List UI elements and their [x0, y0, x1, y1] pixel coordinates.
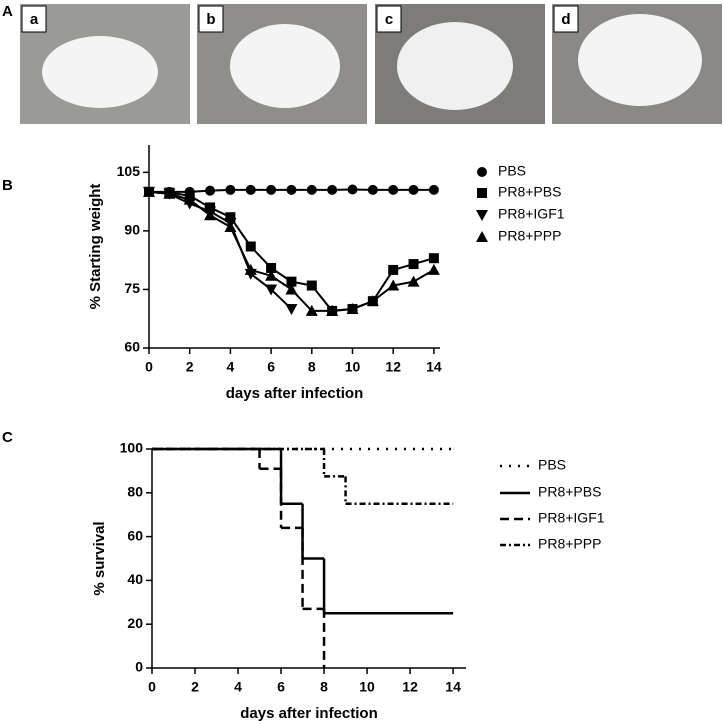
- y-tick-label: 80: [127, 484, 143, 500]
- marker: [266, 184, 277, 195]
- panel-label: B: [2, 177, 13, 194]
- x-axis-title: days after infection: [240, 705, 378, 722]
- mouse: [578, 14, 702, 106]
- photo-label-box: [376, 5, 402, 33]
- y-tick-label: 60: [124, 339, 140, 355]
- legend-label: PBS: [498, 163, 526, 179]
- y-tick-label: 40: [127, 571, 143, 587]
- marker: [367, 184, 378, 195]
- marker: [326, 304, 339, 316]
- legend-label: PR8+PPP: [498, 228, 561, 244]
- panel-label: C: [2, 429, 13, 446]
- marker: [265, 269, 278, 281]
- photo-label: d: [561, 11, 570, 28]
- legend-label: PR8+PBS: [498, 184, 561, 200]
- x-tick-label: 6: [277, 679, 285, 695]
- marker: [477, 188, 487, 198]
- mouse: [42, 36, 158, 108]
- marker: [306, 184, 317, 195]
- x-tick-label: 10: [345, 359, 361, 375]
- marker: [205, 185, 216, 196]
- x-tick-label: 10: [359, 679, 375, 695]
- marker: [163, 187, 176, 199]
- marker: [346, 302, 359, 314]
- marker: [306, 280, 317, 291]
- x-tick-label: 8: [320, 679, 328, 695]
- mouse: [230, 24, 340, 108]
- marker: [265, 284, 278, 296]
- photos: a b c d: [20, 4, 722, 124]
- x-tick-label: 2: [186, 359, 194, 375]
- marker: [244, 263, 257, 275]
- legend-label: PR8+PPP: [538, 536, 601, 552]
- marker: [476, 231, 488, 242]
- marker: [327, 184, 338, 195]
- photo-label: b: [206, 11, 215, 28]
- marker: [245, 184, 256, 195]
- marker: [428, 184, 439, 195]
- marker: [476, 210, 488, 221]
- y-axis-title: % Starting weight: [87, 184, 104, 310]
- marker: [477, 167, 487, 177]
- x-tick-label: 12: [385, 359, 401, 375]
- x-tick-label: 2: [191, 679, 199, 695]
- x-axis-title: days after infection: [226, 385, 364, 402]
- x-tick-label: 6: [267, 359, 275, 375]
- legend-label: PBS: [538, 457, 566, 473]
- marker: [408, 184, 419, 195]
- legend-label: PR8+IGF1: [498, 206, 565, 222]
- marker: [286, 276, 297, 287]
- y-tick-label: 0: [135, 659, 143, 675]
- marker: [366, 295, 379, 307]
- photo-label: a: [30, 11, 39, 28]
- x-tick-label: 12: [402, 679, 418, 695]
- marker: [143, 185, 155, 197]
- marker: [183, 193, 196, 205]
- marker: [408, 259, 419, 270]
- legend-label: PR8+IGF1: [538, 510, 605, 526]
- marker: [225, 184, 236, 195]
- marker: [428, 253, 439, 264]
- marker: [427, 263, 440, 275]
- marker: [305, 304, 318, 316]
- y-axis-title: % survival: [91, 521, 108, 595]
- marker: [224, 220, 237, 232]
- x-tick-label: 4: [227, 359, 235, 375]
- x-tick-label: 4: [234, 679, 242, 695]
- y-tick-label: 100: [120, 440, 144, 456]
- marker: [285, 283, 298, 295]
- marker: [387, 279, 400, 291]
- x-tick-label: 8: [308, 359, 316, 375]
- marker: [388, 264, 399, 275]
- marker: [204, 209, 217, 221]
- x-tick-label: 14: [445, 679, 461, 695]
- marker: [347, 184, 358, 195]
- marker: [388, 184, 399, 195]
- marker: [286, 184, 297, 195]
- y-tick-label: 60: [127, 527, 143, 543]
- x-tick-label: 0: [148, 679, 156, 695]
- x-tick-label: 0: [145, 359, 153, 375]
- marker: [285, 303, 298, 315]
- legend-label: PR8+PBS: [538, 484, 601, 500]
- marker: [225, 212, 236, 223]
- photo-label-box: [553, 5, 579, 33]
- x-tick-label: 14: [426, 359, 442, 375]
- photo-label-box: [21, 5, 47, 33]
- marker: [407, 275, 420, 287]
- panel-label: A: [2, 3, 13, 20]
- photo-label-box: [198, 5, 224, 33]
- y-tick-label: 20: [127, 615, 143, 631]
- mouse: [397, 22, 513, 110]
- y-tick-label: 105: [117, 163, 141, 179]
- marker: [245, 241, 256, 252]
- y-tick-label: 90: [124, 222, 140, 238]
- y-tick-label: 75: [124, 280, 140, 296]
- marker: [266, 262, 277, 273]
- photo-label: c: [385, 11, 393, 28]
